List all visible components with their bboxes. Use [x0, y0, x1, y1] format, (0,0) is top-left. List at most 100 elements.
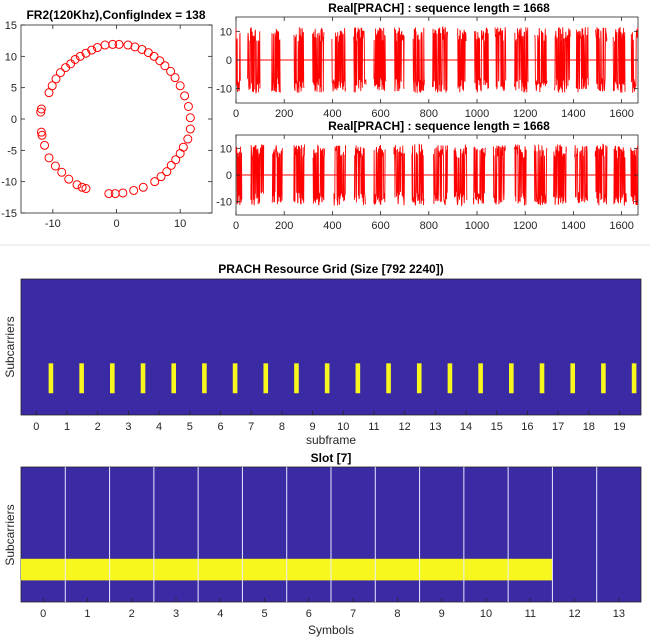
- constellation-point: [123, 40, 133, 50]
- figure-separator: [0, 244, 650, 246]
- waveform-top-burst: [373, 27, 387, 91]
- constellation-point: [87, 45, 97, 55]
- waveform-bottom-xtick-label: 1600: [609, 220, 633, 232]
- constellation-point: [155, 56, 165, 66]
- constellation-point: [57, 167, 67, 177]
- waveform-bottom-burst: [630, 145, 639, 206]
- constellation-ytick-label: 5: [11, 83, 17, 95]
- constellation-point: [183, 134, 193, 144]
- resource-grid-title: PRACH Resource Grid (Size [792 2240]): [218, 262, 443, 276]
- constellation-point: [160, 61, 170, 71]
- waveform-top-burst: [353, 27, 367, 93]
- resource-grid-xtick-label: 4: [156, 421, 162, 433]
- constellation-point: [72, 180, 82, 190]
- constellation-point: [170, 73, 180, 83]
- resource-grid-xtick-label: 0: [33, 421, 39, 433]
- prach-occasion: [570, 363, 576, 394]
- slot-grid-xtick-label: 3: [173, 608, 179, 620]
- waveform-bottom-xtick-label: 1400: [561, 220, 585, 232]
- constellation-xtick-label: 0: [113, 218, 119, 230]
- waveform-bottom-burst: [513, 144, 527, 206]
- waveform-bottom-ytick-label: 0: [226, 170, 232, 182]
- constellation-point: [108, 39, 118, 49]
- resource-grid-xtick-label: 15: [491, 421, 503, 433]
- waveform-top-burst: [513, 27, 529, 93]
- constellation-point: [166, 160, 176, 170]
- waveform-top-ytick-label: 0: [226, 55, 232, 67]
- constellation-point: [81, 184, 91, 194]
- prach-occasion: [48, 363, 54, 394]
- waveform-top-burst: [331, 28, 346, 92]
- constellation-ytick-label: 10: [5, 51, 17, 63]
- waveform-bottom-burst: [574, 145, 589, 204]
- prach-occasion: [509, 363, 514, 394]
- waveform-top-burst: [534, 27, 548, 93]
- constellation-point: [171, 155, 181, 165]
- prach-occasion: [324, 363, 330, 394]
- constellation-point: [166, 66, 176, 76]
- waveform-top-xtick-label: 1400: [561, 108, 585, 120]
- waveform-bottom-title: Real[PRACH] : sequence length = 1668: [328, 119, 550, 133]
- resource-grid-xtick-label: 14: [460, 421, 472, 433]
- resource-grid-xtick-label: 3: [125, 421, 131, 433]
- waveform-top-burst: [554, 27, 571, 93]
- slot-grid-ylabel: Subcarriers: [3, 504, 17, 565]
- slot-grid-xtick-label: 6: [306, 608, 312, 620]
- slot-grid-xtick-label: 11: [525, 608, 536, 620]
- constellation-point: [36, 107, 46, 117]
- waveform-top-burst: [312, 27, 325, 93]
- prach-occasion: [232, 363, 238, 394]
- prach-occasion: [79, 363, 84, 394]
- slot-grid-xtick-label: 4: [217, 608, 223, 620]
- slot-grid-xtick-label: 9: [439, 608, 445, 620]
- waveform-top-title: Real[PRACH] : sequence length = 1668: [328, 1, 550, 15]
- waveform-bottom-burst: [235, 146, 243, 206]
- waveform-top-burst: [431, 25, 448, 93]
- waveform-bottom-ytick-label: 10: [220, 143, 232, 155]
- waveform-bottom-burst: [250, 144, 265, 206]
- constellation-point: [81, 48, 91, 58]
- constellation-point: [44, 153, 54, 163]
- prach-occasion: [447, 363, 453, 394]
- constellation-point: [40, 140, 50, 150]
- constellation-point: [110, 189, 120, 199]
- constellation-point: [185, 124, 195, 134]
- constellation-ytick-label: 0: [11, 114, 17, 126]
- waveform-panel-bottom: Real[PRACH] : sequence length = 1668 0 20…: [216, 119, 639, 232]
- constellation-xtick-label: -10: [45, 218, 61, 230]
- resource-grid-xtick-label: 2: [95, 421, 101, 433]
- waveform-bottom-burst: [271, 145, 283, 205]
- constellation-point: [138, 182, 148, 192]
- waveform-top-burst: [474, 27, 489, 93]
- waveform-top-burst: [575, 27, 589, 93]
- waveform-bottom-burst: [433, 145, 448, 206]
- constellation-point: [64, 174, 74, 184]
- slot-grid-xtick-label: 7: [350, 608, 356, 620]
- slot-grid-panel: Slot [7] 0 1 2 3 4 5 6 7 8 9 10 11 12 13 Symbols Subc…: [3, 451, 642, 637]
- waveform-bottom-xtick-label: 200: [275, 220, 293, 232]
- slot-grid-xtick-label: 0: [40, 608, 46, 620]
- waveform-bottom-burst: [453, 144, 468, 207]
- constellation-point: [156, 172, 166, 182]
- constellation-xtick-label: 10: [174, 218, 186, 230]
- waveform-top-xtick-label: 200: [275, 108, 293, 120]
- resource-grid-xtick-label: 13: [429, 421, 441, 433]
- resource-grid-xtick-label: 17: [552, 421, 564, 433]
- waveform-bottom-burst: [393, 145, 406, 206]
- prach-occasion: [294, 363, 299, 394]
- waveform-bottom-ytick-label: -10: [216, 197, 232, 209]
- waveform-bottom-burst: [312, 144, 326, 206]
- prach-occasion: [601, 363, 606, 394]
- waveform-top-ytick-label: 10: [220, 26, 232, 38]
- constellation-point: [51, 74, 61, 84]
- waveform-bottom-burst: [613, 145, 627, 206]
- constellation-point: [185, 113, 195, 123]
- constellation-ytick-label: 15: [5, 20, 17, 32]
- waveform-top-xtick-label: 400: [323, 108, 341, 120]
- prach-occasion: [386, 363, 391, 394]
- constellation-point: [162, 167, 172, 177]
- resource-grid-xtick-label: 1: [64, 421, 70, 433]
- waveform-bottom-xtick-label: 0: [233, 220, 239, 232]
- slot-grid-xtick-label: 8: [394, 608, 400, 620]
- constellation-point: [36, 104, 46, 114]
